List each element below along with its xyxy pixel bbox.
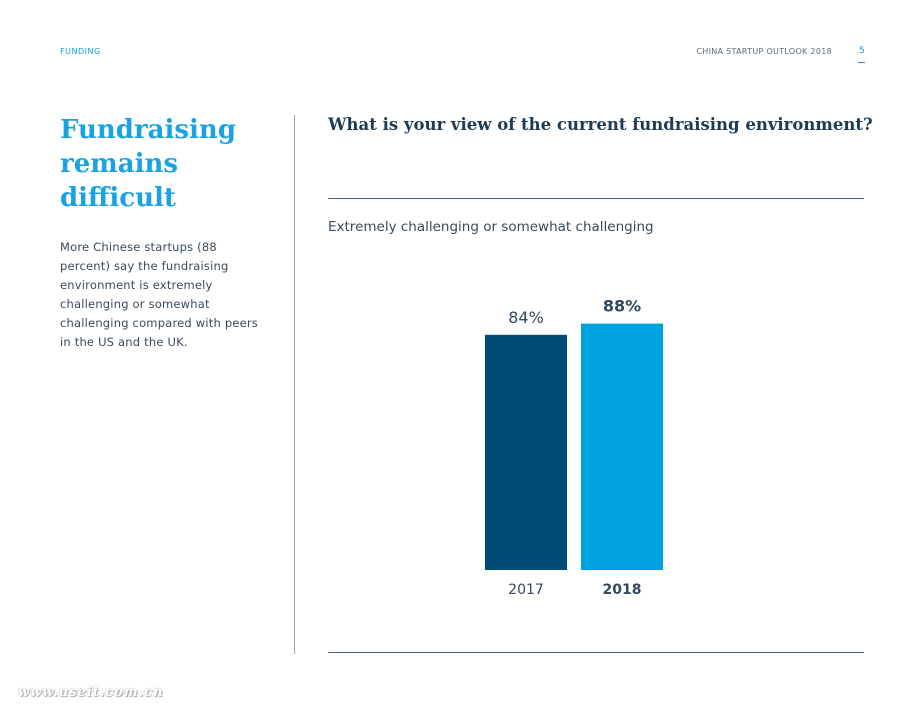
bar-2018 xyxy=(581,323,663,570)
vertical-divider xyxy=(294,115,295,654)
report-title: CHINA STARTUP OUTLOOK 2018 xyxy=(696,47,832,56)
chart-title: What is your view of the current fundrai… xyxy=(328,115,873,134)
x-tick-2017: 2017 xyxy=(508,582,544,598)
headline: Fundraising remains difficult xyxy=(60,115,237,213)
x-tick-2018: 2018 xyxy=(603,582,642,598)
body-text: More Chinese startups (88 percent) say t… xyxy=(60,240,258,349)
chart-bottom-rule xyxy=(328,652,864,653)
chart-top-rule xyxy=(328,198,864,199)
section-label: FUNDING xyxy=(60,47,101,56)
page-number: 5 xyxy=(859,46,865,56)
data-label-2018: 88% xyxy=(603,297,641,316)
chart-subtitle: Extremely challenging or somewhat challe… xyxy=(328,219,654,235)
watermark: www.useit.com.cn xyxy=(18,685,164,700)
page-number-underline xyxy=(858,62,865,63)
data-label-2017: 84% xyxy=(508,308,544,327)
bar-2017 xyxy=(485,334,567,570)
